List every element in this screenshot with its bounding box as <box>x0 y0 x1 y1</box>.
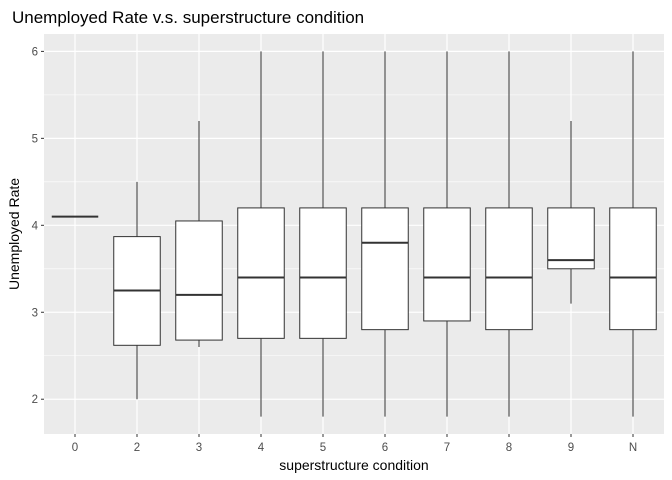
x-axis: 0 2 3 4 5 6 7 8 9 N <box>72 434 637 454</box>
y-tick-label: 6 <box>32 46 38 58</box>
y-tick-label: 5 <box>32 133 38 145</box>
x-tick-label: 6 <box>382 442 388 454</box>
box-9 <box>547 120 595 304</box>
x-tick-label: 7 <box>444 442 450 454</box>
box-4 <box>237 51 285 417</box>
iqr-box <box>361 207 409 331</box>
box-8 <box>485 51 533 417</box>
y-axis-title: Unemployed Rate <box>6 178 22 290</box>
x-tick-label: 8 <box>506 442 512 454</box>
x-tick-label: 5 <box>320 442 326 454</box>
y-tick-label: 2 <box>32 394 38 406</box>
iqr-box <box>423 207 471 322</box>
y-tick-label: 3 <box>32 307 38 319</box>
box-6 <box>361 51 409 417</box>
iqr-box <box>237 207 285 339</box>
iqr-box <box>547 207 595 270</box>
x-tick-label: 9 <box>568 442 574 454</box>
iqr-box <box>175 220 223 341</box>
iqr-box <box>299 207 347 339</box>
box-3 <box>175 120 223 348</box>
x-tick-label: 2 <box>134 442 140 454</box>
x-tick-label: N <box>629 442 637 454</box>
y-axis: 2 3 4 5 6 <box>32 46 44 406</box>
box-5 <box>299 51 347 417</box>
box-N <box>609 51 657 417</box>
iqr-box <box>609 207 657 331</box>
box-2 <box>113 181 161 400</box>
x-tick-label: 0 <box>72 442 78 454</box>
x-axis-title: superstructure condition <box>279 457 428 473</box>
box-7 <box>423 51 471 417</box>
box-series <box>51 51 657 417</box>
chart-title: Unemployed Rate v.s. superstructure cond… <box>12 8 364 27</box>
x-tick-label: 3 <box>196 442 202 454</box>
y-tick-label: 4 <box>32 220 39 232</box>
iqr-box <box>485 207 533 331</box>
x-tick-label: 4 <box>258 442 265 454</box>
